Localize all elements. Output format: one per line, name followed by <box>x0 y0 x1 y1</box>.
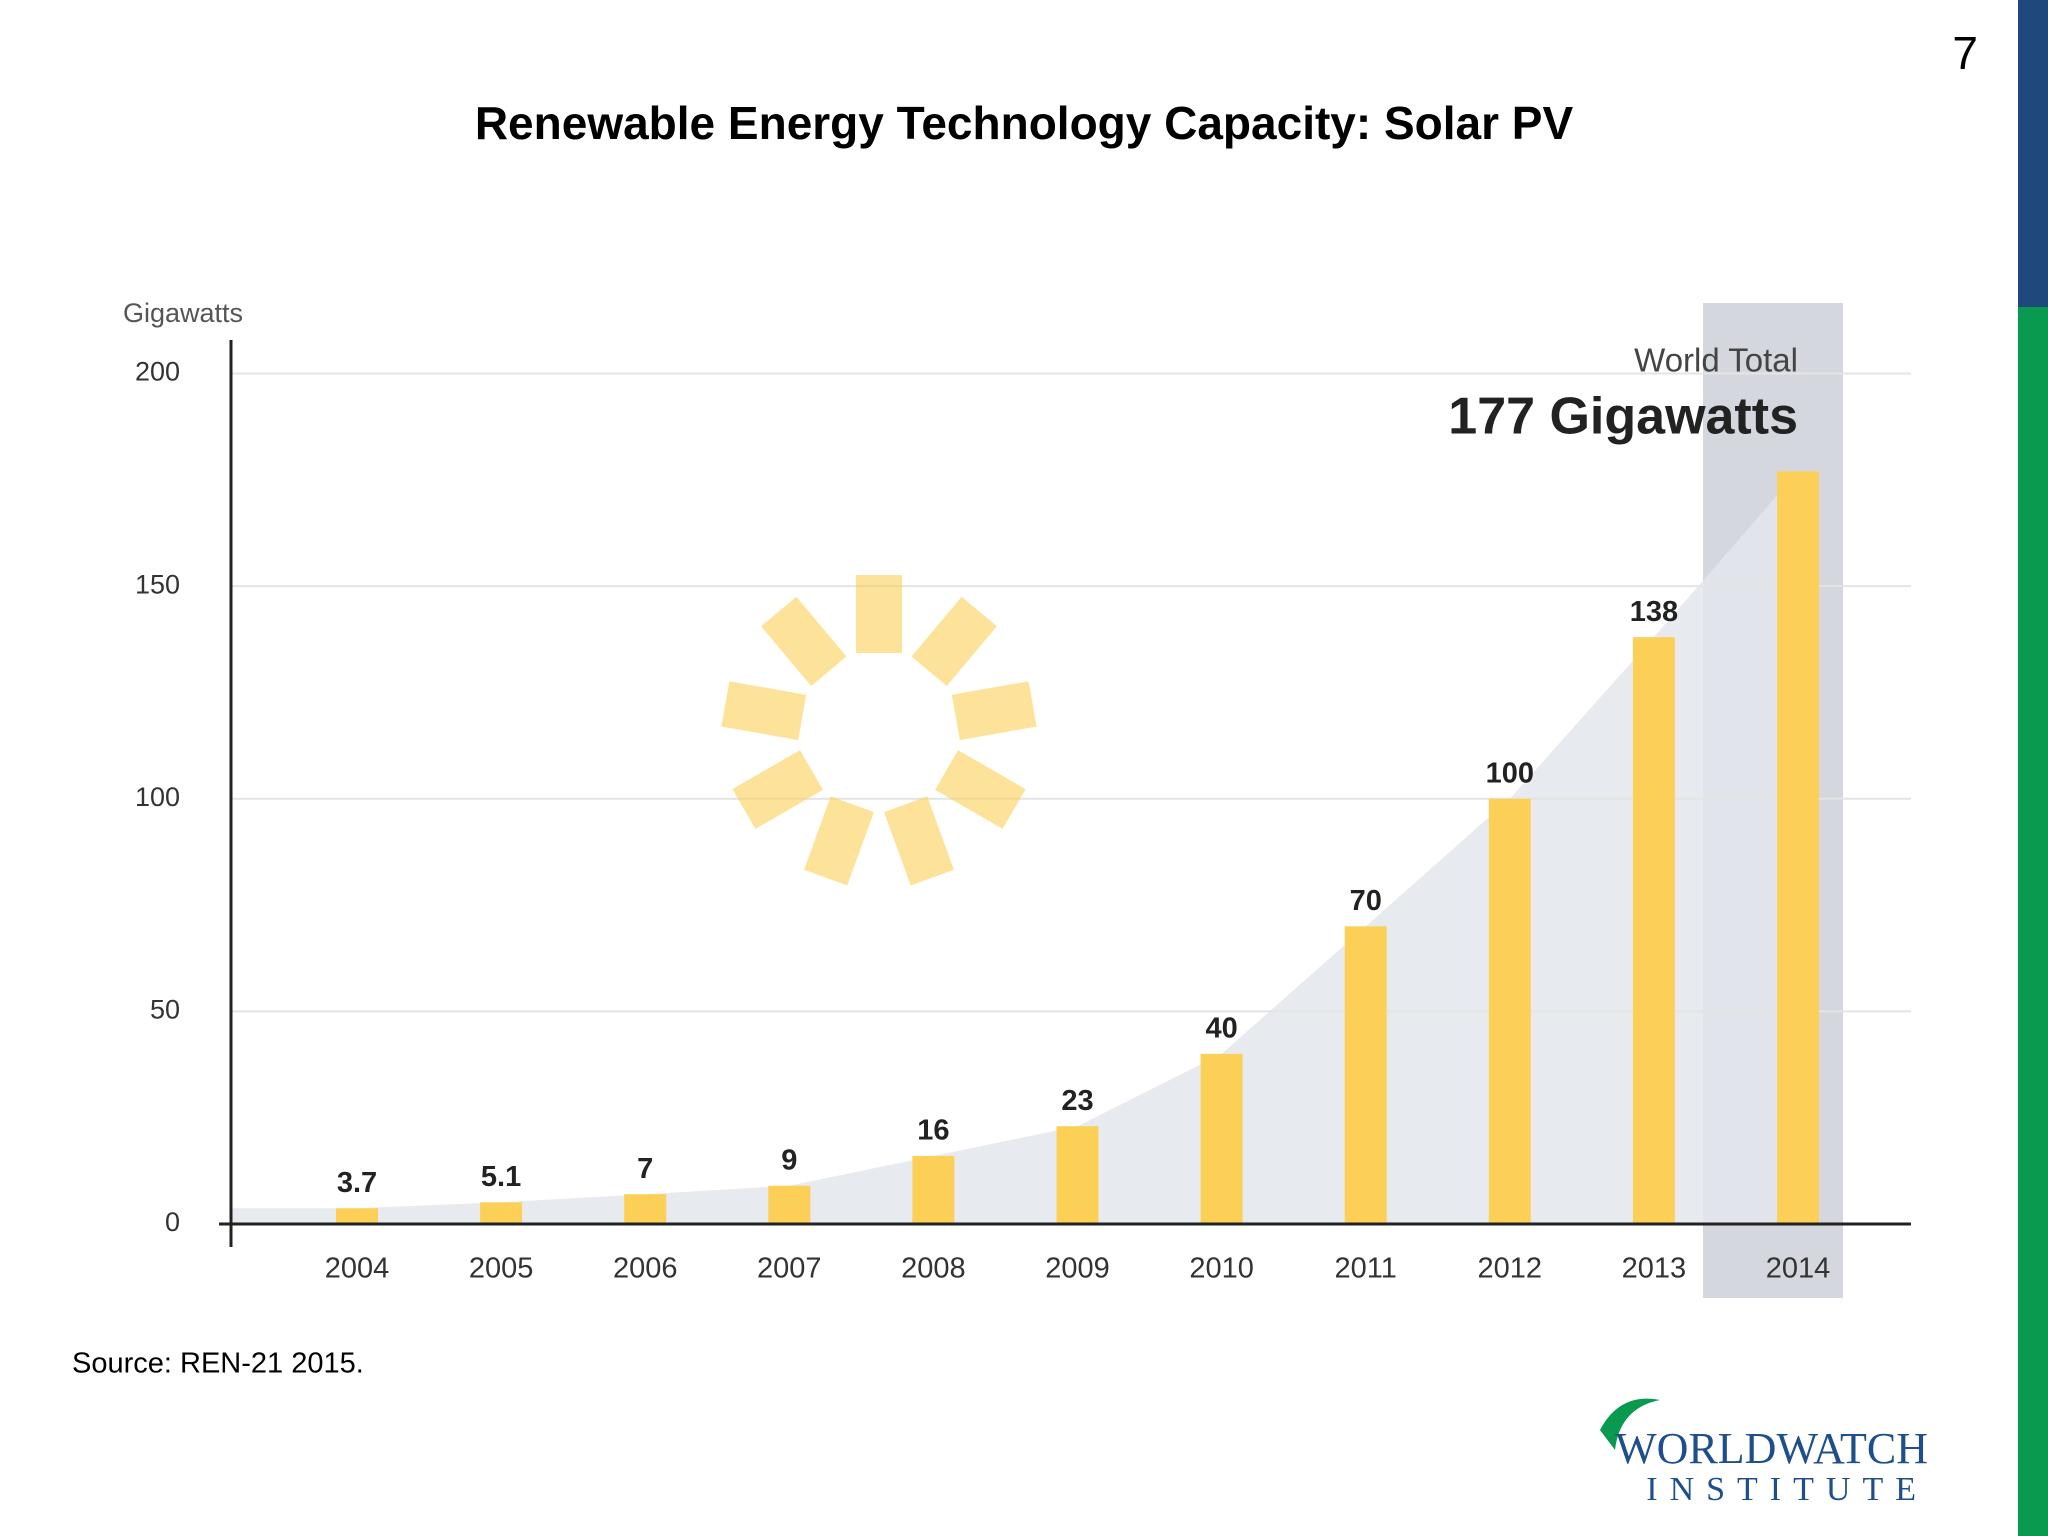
data-label: 100 <box>1486 757 1534 789</box>
logo: WORLDWATCH INSTITUTE <box>1600 1398 1928 1508</box>
bar <box>624 1194 667 1224</box>
logo-name: WORLDWATCH <box>1615 1424 1928 1473</box>
chart: 0 50 100 150 200 Gigawatts 2004 3.7 2005 5.1 2006 7… <box>123 298 1911 1298</box>
x-tick-label: 2012 <box>1478 1253 1543 1285</box>
logo-leaf <box>1600 1398 1660 1450</box>
data-label: 5.1 <box>481 1161 521 1193</box>
x-tick-label: 2011 <box>1335 1253 1397 1285</box>
bar <box>1488 798 1531 1224</box>
data-label: 40 <box>1205 1013 1237 1045</box>
bar <box>1056 1126 1099 1224</box>
data-label: 23 <box>1061 1085 1093 1117</box>
x-tick-label: 2009 <box>1045 1253 1110 1285</box>
data-label: 9 <box>781 1144 797 1176</box>
slide-title: Renewable Energy Technology Capacity: So… <box>475 97 1574 149</box>
bar <box>480 1202 523 1224</box>
x-tick-label: 2005 <box>469 1253 534 1285</box>
y-tick-label: 0 <box>165 1207 180 1237</box>
bar <box>1777 471 1819 1224</box>
x-tick-label: 2007 <box>757 1253 822 1285</box>
annotation-value: 177 Gigawatts <box>1448 388 1798 446</box>
bar <box>336 1208 378 1224</box>
x-tick-label: 2004 <box>325 1253 390 1285</box>
x-tick-label: 2010 <box>1189 1253 1254 1285</box>
annotation-label: World Total <box>1634 342 1798 379</box>
x-tick-label: 2013 <box>1622 1253 1687 1285</box>
y-tick-label: 200 <box>135 357 180 387</box>
trend-area <box>231 471 1798 1224</box>
data-label: 7 <box>637 1153 653 1185</box>
bar <box>1200 1053 1243 1224</box>
data-label: 70 <box>1350 885 1382 917</box>
x-tick-label: 2008 <box>901 1253 966 1285</box>
logo-subtitle: INSTITUTE <box>1646 1471 1928 1508</box>
data-label: 16 <box>917 1115 949 1147</box>
bar <box>1344 926 1387 1224</box>
accent-bar-blue <box>2018 0 2048 307</box>
page-number: 7 <box>1952 27 1978 79</box>
data-label: 138 <box>1630 596 1678 628</box>
sun-icon <box>721 575 1037 886</box>
x-tick-label: 2014 <box>1766 1253 1831 1285</box>
data-label: 3.7 <box>337 1167 377 1199</box>
accent-bar-green <box>2018 307 2048 1536</box>
bar <box>1632 637 1675 1224</box>
bar <box>768 1185 811 1224</box>
y-tick-label: 150 <box>135 569 180 599</box>
y-axis-label: Gigawatts <box>123 298 243 328</box>
source-note: Source: REN-21 2015. <box>72 1348 364 1380</box>
x-tick-label: 2006 <box>613 1253 678 1285</box>
y-tick-label: 50 <box>150 995 180 1025</box>
bar <box>912 1155 955 1224</box>
y-tick-label: 100 <box>135 782 180 812</box>
